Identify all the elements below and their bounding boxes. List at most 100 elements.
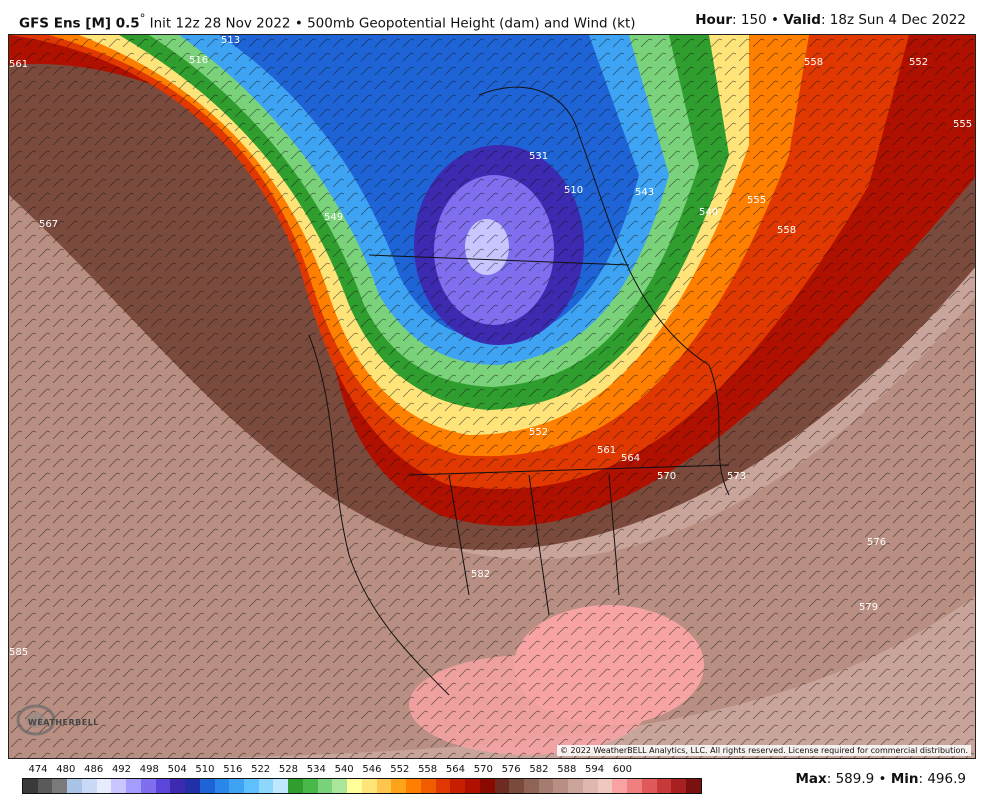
contour-labels: 513 516 561 558 552 555 567 549 543 510 … <box>9 35 972 658</box>
colorbar-swatch <box>627 779 642 793</box>
title-bullet: • <box>294 15 303 32</box>
contour-label: 561 <box>9 59 28 70</box>
colorbar-swatch <box>523 779 539 793</box>
colorbar-tick-label: 576 <box>501 764 521 775</box>
colorbar-tick-label: 540 <box>334 764 354 775</box>
colorbar-swatch <box>656 779 672 793</box>
colorbar-swatch <box>406 779 421 793</box>
colorbar-tick-label: 474 <box>28 764 48 775</box>
contour-label: 516 <box>189 55 208 66</box>
wind-barbs-layer <box>9 35 975 758</box>
contour-label: 549 <box>324 212 343 223</box>
contour-label: 552 <box>909 57 928 68</box>
colorbar-swatch <box>361 779 377 793</box>
colorbar-swatch <box>641 779 657 793</box>
header-bar: GFS Ens [M] 0.5° Init 12z 28 Nov 2022 • … <box>0 0 984 34</box>
colorbar-swatch <box>155 779 171 793</box>
colorbar-swatch <box>67 779 82 793</box>
map-canvas: 513 516 561 558 552 555 567 549 543 510 … <box>9 35 975 758</box>
colorbar-tick-label: 552 <box>390 764 410 775</box>
contour-label: 552 <box>529 427 548 438</box>
title-bullet-2: • <box>770 12 779 28</box>
colorbar-swatch <box>317 779 333 793</box>
colorbar-swatch <box>37 779 53 793</box>
colorbar-swatch <box>420 779 436 793</box>
colorbar-swatch <box>597 779 613 793</box>
colorbar-swatch <box>553 779 569 793</box>
colorbar-swatch <box>435 779 451 793</box>
colorbar-swatch <box>140 779 156 793</box>
coastline <box>478 86 730 496</box>
colorbar-swatch <box>391 779 407 793</box>
colorbar-swatch <box>273 779 289 793</box>
colorbar-swatch <box>465 779 480 793</box>
colorbar-swatch <box>450 779 466 793</box>
contour-label: 585 <box>9 647 28 658</box>
hour-label: Hour <box>695 12 733 28</box>
political-borders <box>308 254 730 696</box>
colorbar-swatch <box>185 779 200 793</box>
logo-text: WEATHERBELL <box>28 718 99 727</box>
contour-label: 582 <box>471 569 490 580</box>
colorbar-swatch <box>170 779 186 793</box>
contour-label: 510 <box>564 185 583 196</box>
colorbar-tick-label: 558 <box>418 764 438 775</box>
contour-label: 564 <box>621 453 640 464</box>
colorbar-swatch <box>376 779 392 793</box>
contour-label: 573 <box>727 471 746 482</box>
colorbar-swatch <box>23 779 38 793</box>
colorbar-swatch <box>199 779 215 793</box>
colorbar-swatch <box>686 779 701 793</box>
colorbar-swatch <box>258 779 274 793</box>
colorbar-swatch <box>612 779 628 793</box>
colorbar-tick-label: 534 <box>306 764 326 775</box>
colorbar-tick-label: 582 <box>529 764 549 775</box>
colorbar-tick-label: 480 <box>56 764 76 775</box>
colorbar-swatch <box>81 779 97 793</box>
max-min-stats: Max: 589.9 • Min: 496.9 <box>795 771 966 787</box>
colorbar-swatch <box>302 779 318 793</box>
colorbar-tick-label: 504 <box>167 764 187 775</box>
contour-label: 555 <box>953 119 972 130</box>
degree-symbol: ° <box>139 12 146 25</box>
min-value: : 496.9 <box>918 771 967 787</box>
contour-label: 558 <box>804 57 823 68</box>
valid-value: : 18z Sun 4 Dec 2022 <box>820 12 966 28</box>
contour-label: 513 <box>221 35 240 46</box>
max-value: : 589.9 <box>826 771 875 787</box>
colorbar-tick-label: 492 <box>111 764 132 775</box>
colorbar-swatch <box>288 779 303 793</box>
colorbar <box>22 778 702 794</box>
colorbar-swatch <box>229 779 245 793</box>
colorbar-tick-label: 486 <box>84 764 104 775</box>
hour-value: : 150 <box>732 12 767 28</box>
colorbar-tick-label: 564 <box>445 764 465 775</box>
stats-bullet: • <box>878 771 887 787</box>
colorbar-swatch <box>347 779 362 793</box>
weatherbell-logo <box>16 704 56 736</box>
colorbar-tick-label: 546 <box>362 764 382 775</box>
colorbar-tick-label: 600 <box>612 764 632 775</box>
max-label: Max <box>795 771 827 787</box>
colorbar-swatch <box>126 779 141 793</box>
contour-label: 531 <box>529 151 548 162</box>
colorbar-tick-label: 522 <box>251 764 271 775</box>
colorbar-swatch <box>479 779 495 793</box>
init-time: Init 12z 28 Nov 2022 <box>149 15 291 32</box>
contour-label: 567 <box>39 219 58 230</box>
model-name: GFS Ens [M] 0.5 <box>19 15 140 32</box>
colorbar-tick-label: 516 <box>223 764 243 775</box>
colorbar-swatch <box>244 779 259 793</box>
colorbar-swatch <box>671 779 687 793</box>
copyright-notice: © 2022 WeatherBELL Analytics, LLC. All r… <box>557 745 971 756</box>
forecast-time: Hour: 150 • Valid: 18z Sun 4 Dec 2022 <box>695 12 966 28</box>
colorbar-swatch <box>538 779 554 793</box>
colorbar-swatch <box>332 779 348 793</box>
contour-label: 579 <box>859 602 878 613</box>
colorbar-swatch <box>96 779 112 793</box>
contour-label: 540 <box>699 207 718 218</box>
colorbar-swatch <box>214 779 230 793</box>
colorbar-tick-label: 528 <box>278 764 299 775</box>
colorbar-swatch <box>582 779 598 793</box>
colorbar-tick-label: 594 <box>585 764 605 775</box>
